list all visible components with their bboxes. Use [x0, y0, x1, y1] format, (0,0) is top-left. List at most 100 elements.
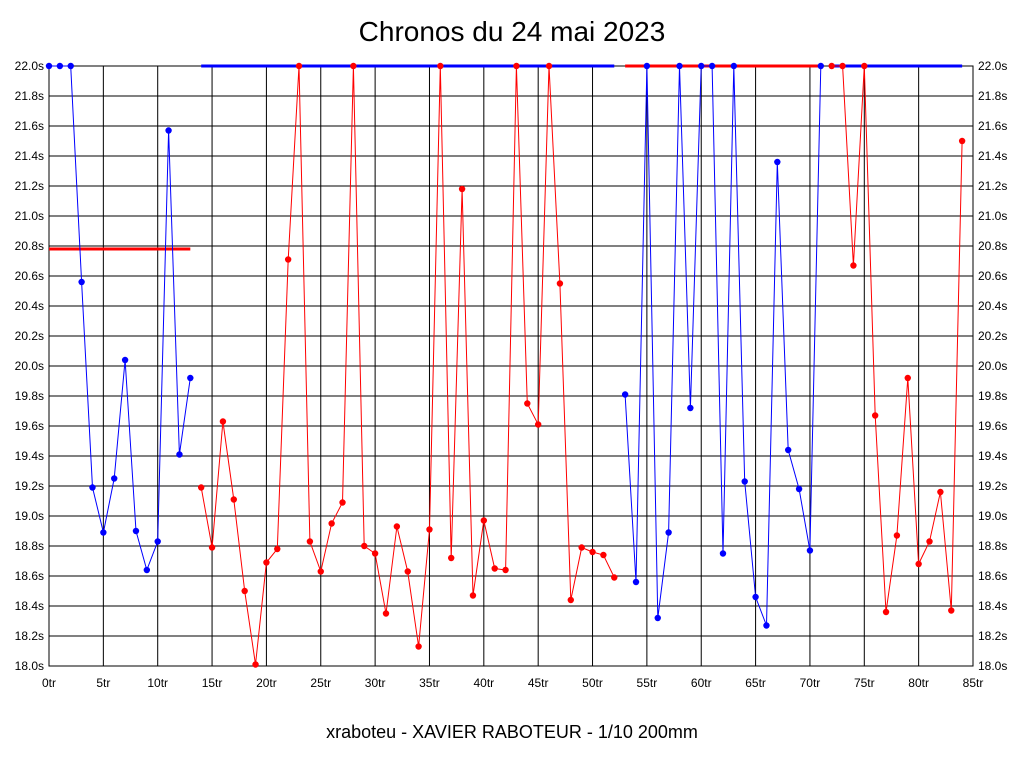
x-tick-label: 50tr — [582, 676, 603, 690]
y-tick-label-left: 18.6s — [15, 569, 44, 583]
data-point — [534, 421, 542, 428]
data-point — [480, 517, 488, 524]
data-point — [208, 544, 216, 551]
data-point — [219, 418, 227, 425]
data-point — [45, 62, 53, 70]
data-point — [915, 560, 922, 568]
data-point — [850, 262, 857, 269]
data-point — [176, 451, 183, 458]
y-tick-label-left: 21.6s — [15, 119, 44, 133]
data-point — [121, 356, 129, 364]
data-point — [654, 614, 661, 622]
data-point — [708, 62, 716, 70]
data-point — [904, 374, 911, 382]
data-point — [893, 532, 901, 539]
data-point — [795, 485, 803, 493]
data-point — [426, 526, 433, 533]
data-point — [774, 158, 781, 166]
data-point — [741, 478, 748, 485]
y-tick-label-left: 20.8s — [15, 239, 44, 253]
y-tick-label-right: 18.2s — [978, 629, 1007, 643]
chart-subtitle: xraboteu - XAVIER RABOTEUR - 1/10 200mm — [326, 722, 698, 742]
data-point — [545, 62, 553, 70]
y-tick-label-left: 20.0s — [15, 359, 44, 373]
data-point — [241, 587, 248, 595]
x-tick-label: 80tr — [908, 676, 929, 690]
y-tick-label-right: 20.6s — [978, 269, 1007, 283]
y-tick-label-right: 18.8s — [978, 539, 1007, 553]
y-tick-label-right: 20.8s — [978, 239, 1007, 253]
data-point — [404, 568, 411, 575]
data-point — [78, 278, 85, 286]
y-tick-label-right: 20.0s — [978, 359, 1007, 373]
data-point — [676, 62, 683, 70]
data-point — [306, 538, 314, 545]
data-point — [730, 62, 738, 70]
y-tick-label-right: 21.0s — [978, 209, 1007, 223]
x-tick-label: 85tr — [963, 676, 984, 690]
y-tick-label-right: 21.6s — [978, 119, 1007, 133]
y-tick-label-left: 20.4s — [15, 299, 44, 313]
x-tick-label: 65tr — [745, 676, 766, 690]
x-tick-label: 10tr — [147, 676, 168, 690]
data-point — [154, 538, 161, 545]
data-point — [393, 523, 401, 530]
data-point — [958, 137, 966, 145]
y-tick-label-left: 21.2s — [15, 179, 44, 193]
data-point — [350, 62, 357, 70]
data-point — [871, 412, 879, 419]
x-tick-label: 55tr — [637, 676, 658, 690]
x-tick-label: 70tr — [800, 676, 821, 690]
axes: 18.0s 18.0s 18.2s 18.2s 18.4s 18.4s 18.6s 18.6s… — [15, 59, 1008, 690]
data-point — [143, 566, 151, 574]
data-point — [274, 545, 281, 553]
y-tick-label-left: 19.2s — [15, 479, 44, 493]
x-tick-label: 5tr — [96, 676, 110, 690]
data-point — [524, 400, 531, 407]
data-point — [861, 62, 868, 70]
data-point — [948, 607, 955, 614]
data-point — [926, 538, 933, 545]
y-tick-label-left: 18.4s — [15, 599, 44, 613]
data-point — [458, 185, 466, 193]
data-point — [328, 520, 335, 527]
y-tick-label-left: 21.4s — [15, 149, 44, 163]
data-point — [469, 592, 477, 599]
x-tick-label: 0tr — [42, 676, 56, 690]
data-point — [252, 661, 259, 668]
data-point — [687, 404, 694, 412]
data-point — [752, 593, 759, 601]
data-point — [556, 280, 564, 287]
x-tick-label: 35tr — [419, 676, 440, 690]
data-point — [491, 565, 498, 572]
y-tick-label-left: 18.8s — [15, 539, 44, 553]
data-point — [665, 529, 672, 536]
y-tick-label-left: 21.8s — [15, 89, 44, 103]
y-tick-label-right: 19.2s — [978, 479, 1007, 493]
grid — [48, 65, 974, 667]
data-point — [600, 551, 607, 559]
data-point — [513, 62, 520, 70]
y-tick-label-right: 22.0s — [978, 59, 1007, 73]
data-point — [448, 554, 455, 562]
data-point — [589, 548, 596, 556]
data-point — [817, 62, 825, 70]
data-point — [828, 62, 835, 70]
y-tick-label-left: 19.6s — [15, 419, 44, 433]
data-point — [317, 568, 324, 575]
y-tick-label-left: 20.6s — [15, 269, 44, 283]
x-tick-label: 45tr — [528, 676, 549, 690]
data-point — [187, 374, 194, 382]
data-point — [839, 62, 846, 70]
data-point — [937, 488, 944, 496]
series — [45, 62, 966, 668]
data-point — [415, 643, 422, 650]
data-point — [56, 62, 64, 70]
x-tick-label: 20tr — [256, 676, 277, 690]
data-point — [643, 62, 651, 70]
data-point — [361, 542, 368, 550]
data-point — [806, 547, 814, 554]
y-tick-label-right: 19.0s — [978, 509, 1007, 523]
data-point — [698, 62, 705, 70]
